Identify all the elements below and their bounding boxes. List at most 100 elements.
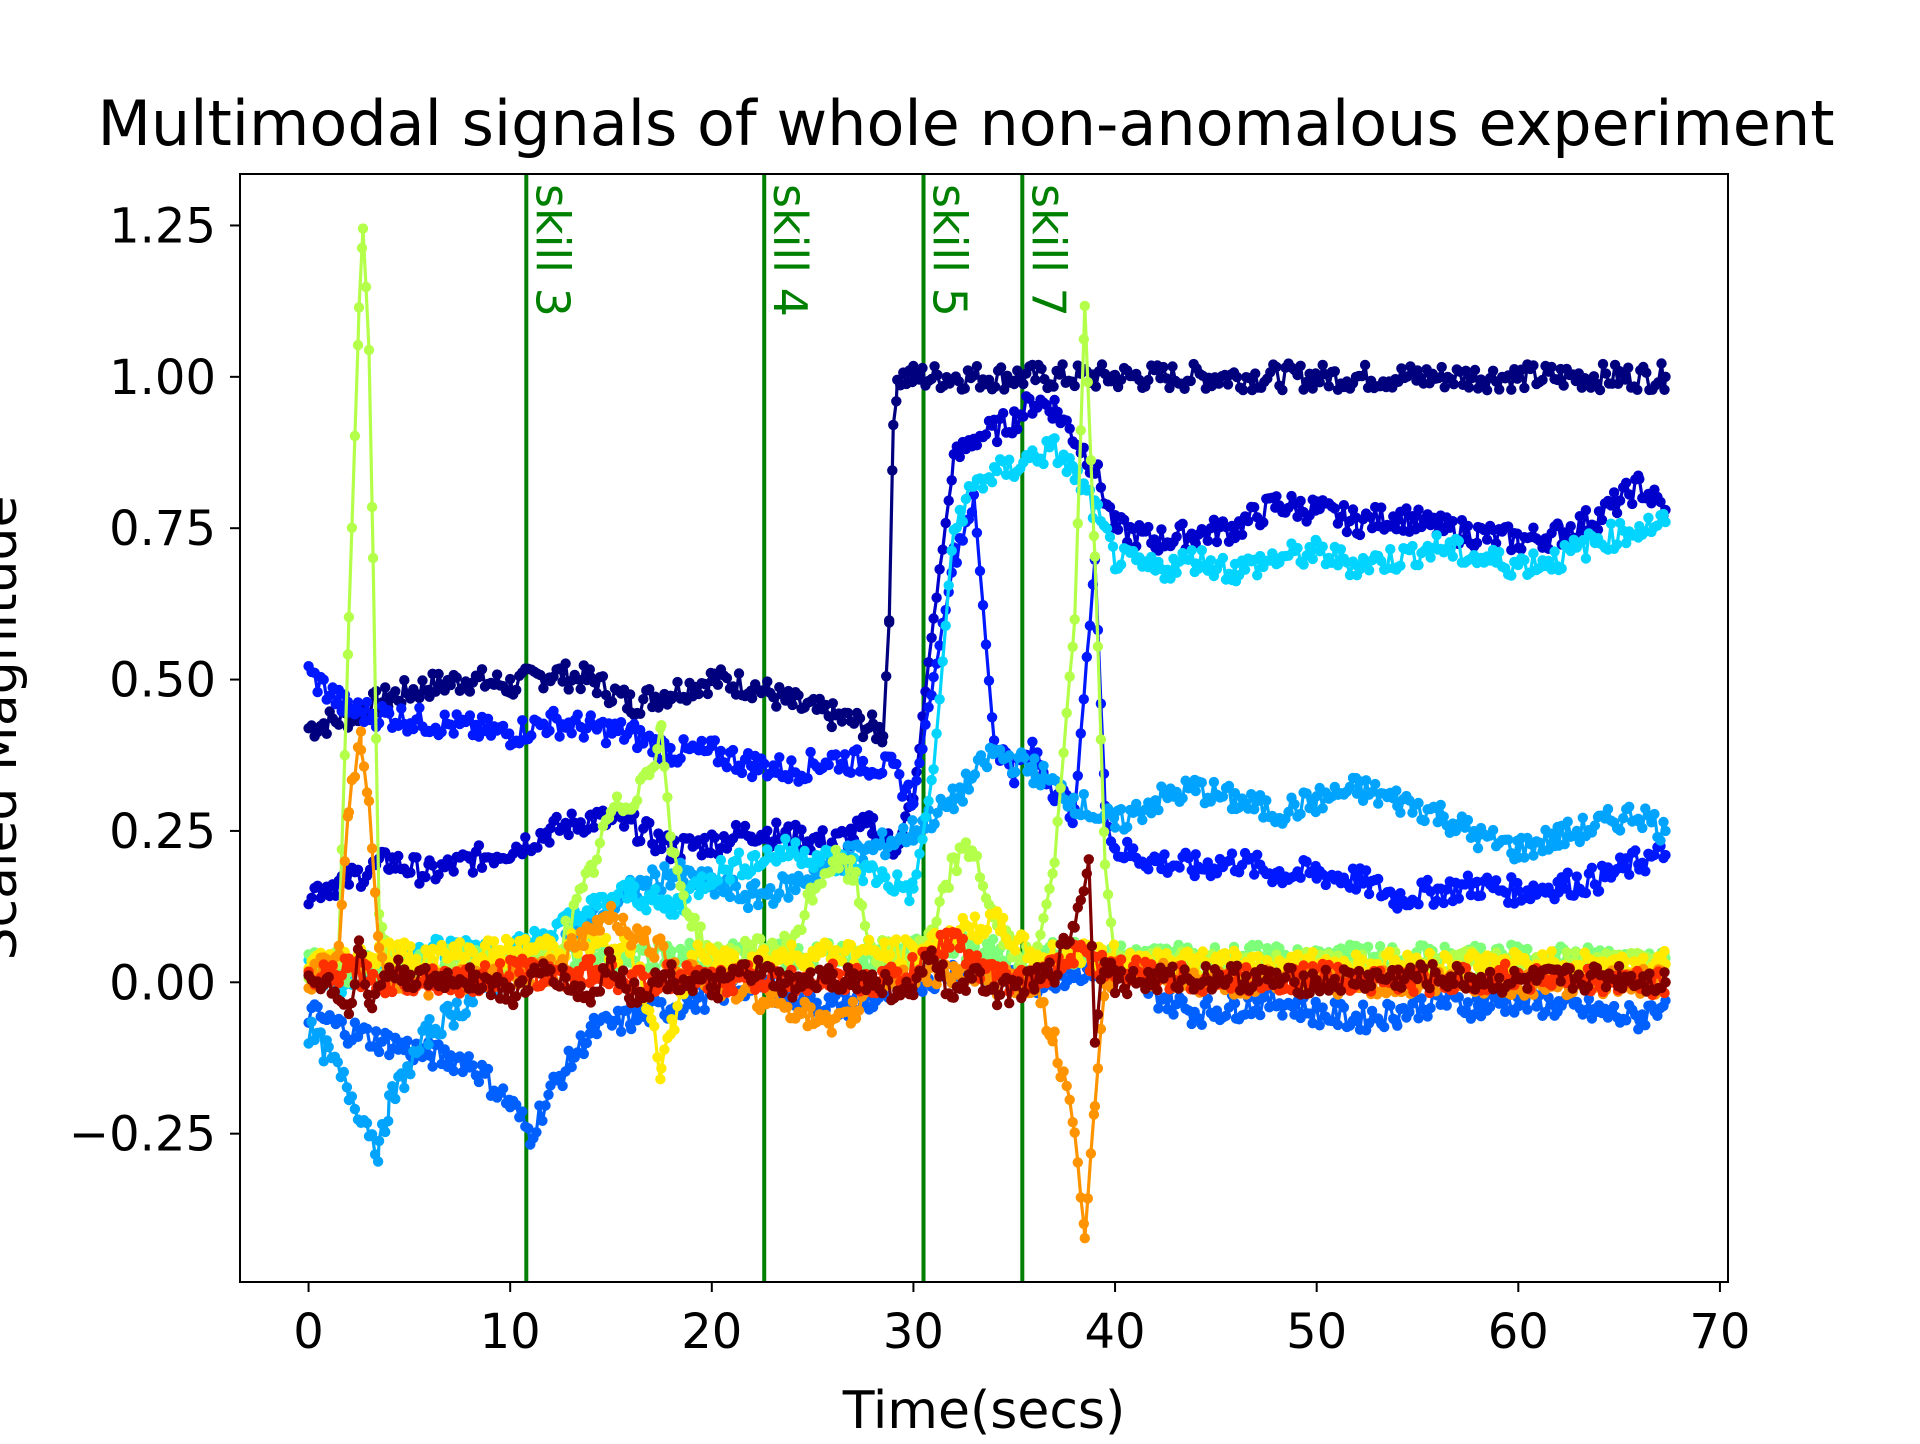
series-point xyxy=(1116,559,1126,569)
series-point xyxy=(848,997,858,1007)
series-point xyxy=(362,1118,372,1128)
series-point xyxy=(1086,1148,1096,1158)
series-point xyxy=(1342,527,1352,537)
series-point xyxy=(1249,502,1259,512)
series-point xyxy=(1357,371,1367,381)
series-point xyxy=(1019,932,1029,942)
series-point xyxy=(931,916,941,926)
series-point xyxy=(1082,652,1092,662)
series-point xyxy=(1370,779,1380,789)
series-point xyxy=(1301,857,1311,867)
series-point xyxy=(958,516,968,526)
series-point xyxy=(1413,505,1423,515)
series-point xyxy=(1012,424,1022,434)
series-point xyxy=(984,676,994,686)
series-point xyxy=(945,942,955,952)
series-point xyxy=(641,876,651,886)
series-point xyxy=(931,593,941,603)
series-point xyxy=(1482,534,1492,544)
series-point xyxy=(474,840,484,850)
series-point xyxy=(424,1050,434,1060)
series-point xyxy=(1069,958,1079,968)
series-point xyxy=(1227,848,1237,858)
series-point xyxy=(1243,516,1253,526)
series-point xyxy=(1318,360,1328,370)
series-point xyxy=(417,675,427,685)
series-point xyxy=(544,726,554,736)
series-point xyxy=(846,940,856,950)
series-point xyxy=(831,945,841,955)
series-point xyxy=(697,736,707,746)
series-point xyxy=(855,713,865,723)
series-point xyxy=(743,903,753,913)
series-point xyxy=(1643,513,1653,523)
series-point xyxy=(551,812,561,822)
series-point xyxy=(1041,899,1051,909)
series-point xyxy=(405,867,415,877)
series-point xyxy=(908,799,918,809)
series-point xyxy=(520,934,530,944)
series-point xyxy=(644,818,654,828)
series-point xyxy=(595,838,605,848)
series-point xyxy=(1044,884,1054,894)
series-point xyxy=(433,669,443,679)
series-point xyxy=(1333,1020,1343,1030)
series-point xyxy=(1029,753,1039,763)
series-point xyxy=(1109,940,1119,950)
series-point xyxy=(1103,889,1113,899)
series-point xyxy=(982,762,992,772)
series-point xyxy=(364,796,374,806)
series-point xyxy=(728,745,738,755)
series-point xyxy=(629,881,639,891)
series-point xyxy=(1464,382,1474,392)
series-point xyxy=(526,730,536,740)
series-point xyxy=(716,746,726,756)
series-point xyxy=(1546,946,1556,956)
series-point xyxy=(567,728,577,738)
series-point xyxy=(1298,559,1308,569)
series-point xyxy=(941,518,951,528)
series-point xyxy=(929,819,939,829)
series-point xyxy=(722,673,732,683)
series-point xyxy=(725,892,735,902)
series-point xyxy=(373,931,383,941)
series-point xyxy=(367,843,377,853)
series-point xyxy=(1488,366,1498,376)
series-point xyxy=(1336,512,1346,522)
series-point xyxy=(405,941,415,951)
series-point xyxy=(480,960,490,970)
series-point xyxy=(926,775,936,785)
series-point xyxy=(675,881,685,891)
series-point xyxy=(1289,799,1299,809)
series-point xyxy=(356,726,366,736)
series-point xyxy=(1096,734,1106,744)
series-point xyxy=(589,868,599,878)
series-point xyxy=(1203,536,1213,546)
series-point xyxy=(1004,750,1014,760)
series-point xyxy=(1047,1036,1057,1046)
series-point xyxy=(1065,1095,1075,1105)
series-point xyxy=(353,697,363,707)
series-point xyxy=(1419,816,1429,826)
series-point xyxy=(1110,822,1120,832)
series-point xyxy=(586,710,596,720)
series-point xyxy=(759,944,769,954)
series-point xyxy=(1519,852,1529,862)
series-point xyxy=(934,694,944,704)
series-point xyxy=(420,872,430,882)
series-point xyxy=(877,768,887,778)
series-point xyxy=(672,1001,682,1011)
series-point xyxy=(1506,570,1516,580)
series-point xyxy=(322,729,332,739)
series-point xyxy=(894,769,904,779)
series-point xyxy=(1187,545,1197,555)
series-point xyxy=(734,848,744,858)
series-point xyxy=(495,945,505,955)
series-point xyxy=(1655,835,1665,845)
series-point xyxy=(1658,817,1668,827)
series-point xyxy=(881,671,891,681)
series-point xyxy=(1528,850,1538,860)
series-point xyxy=(1197,545,1207,555)
series-point xyxy=(860,921,870,931)
series-point xyxy=(665,831,675,841)
